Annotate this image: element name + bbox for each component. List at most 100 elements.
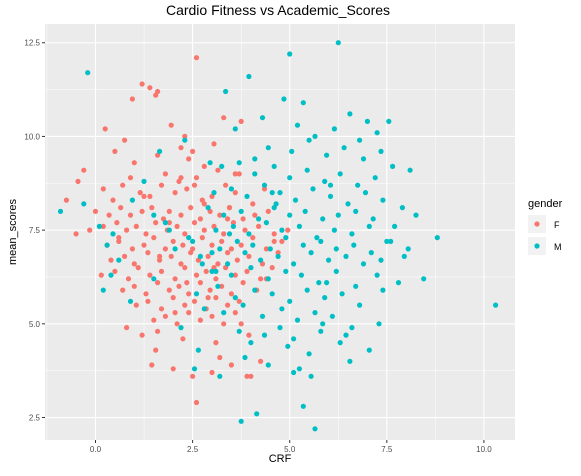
- point-f: [73, 231, 79, 237]
- point-f: [201, 163, 207, 169]
- point-f: [162, 246, 168, 252]
- data-points: [57, 40, 499, 432]
- point-m: [213, 227, 219, 233]
- point-m: [399, 205, 405, 211]
- point-m: [283, 268, 289, 274]
- point-m: [240, 302, 246, 308]
- point-m: [252, 156, 258, 162]
- point-f: [215, 167, 221, 173]
- point-f: [217, 354, 223, 361]
- point-m: [259, 115, 266, 121]
- point-f: [232, 171, 238, 177]
- point-m: [172, 246, 178, 252]
- point-m: [304, 167, 310, 173]
- point-f: [226, 205, 233, 211]
- point-f: [199, 235, 205, 241]
- point-m: [296, 366, 302, 372]
- point-f: [100, 223, 106, 229]
- point-m: [104, 242, 110, 248]
- legend-marker-m: [534, 243, 540, 249]
- point-m: [324, 152, 330, 158]
- y-axis-label: mean_scores: [7, 198, 19, 265]
- point-m: [331, 126, 337, 132]
- point-m: [129, 197, 135, 203]
- point-f: [209, 242, 215, 248]
- legend-marker-f: [534, 221, 540, 227]
- point-f: [191, 182, 198, 188]
- point-f: [180, 242, 186, 248]
- point-f: [112, 268, 118, 274]
- point-f: [147, 272, 153, 278]
- point-f: [269, 265, 275, 271]
- point-f: [271, 231, 277, 237]
- point-f: [174, 223, 180, 229]
- point-f: [149, 362, 155, 368]
- point-m: [292, 197, 299, 203]
- point-f: [127, 175, 134, 181]
- legend-label-m: M: [554, 242, 562, 252]
- point-m: [372, 175, 378, 181]
- point-f: [256, 223, 262, 229]
- point-f: [170, 366, 176, 372]
- point-m: [199, 261, 205, 267]
- point-m: [279, 306, 285, 312]
- point-f: [219, 238, 225, 244]
- point-m: [254, 411, 260, 417]
- point-f: [271, 238, 277, 244]
- point-m: [353, 283, 359, 289]
- point-m: [271, 163, 277, 169]
- point-f: [203, 268, 209, 274]
- point-m: [238, 208, 244, 214]
- point-m: [265, 276, 271, 282]
- point-f: [110, 197, 116, 203]
- point-f: [157, 257, 163, 263]
- point-f: [174, 321, 180, 327]
- x-tick-label: 10.0: [476, 445, 492, 454]
- legend: gender F M: [528, 198, 563, 255]
- point-f: [166, 208, 172, 214]
- plot-panel: [45, 24, 515, 440]
- point-m: [320, 216, 326, 222]
- point-f: [168, 122, 174, 128]
- point-m: [157, 148, 163, 154]
- point-m: [261, 182, 268, 188]
- point-f: [211, 141, 217, 147]
- point-f: [186, 310, 192, 316]
- point-f: [100, 186, 106, 192]
- point-f: [151, 235, 157, 241]
- point-f: [193, 272, 200, 278]
- point-f: [127, 212, 134, 218]
- point-f: [141, 242, 147, 248]
- point-f: [228, 362, 234, 368]
- point-f: [133, 302, 139, 308]
- x-tick-label: 5.0: [284, 445, 296, 454]
- point-f: [122, 137, 128, 143]
- point-m: [392, 223, 398, 229]
- point-m: [378, 257, 384, 263]
- point-m: [291, 336, 297, 342]
- point-m: [405, 246, 411, 252]
- point-f: [230, 220, 236, 226]
- point-m: [127, 298, 134, 304]
- point-m: [302, 208, 308, 214]
- x-tick-label: 2.5: [187, 445, 199, 454]
- point-f: [155, 88, 161, 95]
- point-m: [312, 310, 318, 316]
- point-m: [395, 280, 402, 286]
- y-tick-label: 5.0: [29, 320, 41, 329]
- y-tick-label: 12.5: [24, 39, 40, 48]
- point-m: [230, 223, 236, 229]
- point-m: [401, 253, 407, 259]
- point-f: [139, 81, 145, 87]
- point-f: [197, 216, 203, 222]
- point-m: [333, 246, 339, 252]
- point-m: [331, 227, 337, 233]
- point-m: [351, 242, 357, 248]
- point-m: [386, 118, 392, 124]
- point-m: [421, 276, 427, 282]
- point-m: [85, 70, 91, 76]
- point-f: [225, 250, 231, 256]
- point-f: [155, 280, 161, 286]
